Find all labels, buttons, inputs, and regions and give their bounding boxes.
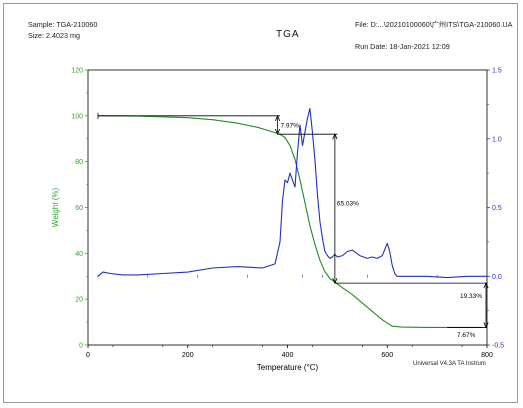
weight-curve [98,115,482,328]
y-right-tick-label: -0.5 [492,343,504,350]
step1-arrow-arrowhead [274,128,281,136]
step2-arrow-arrowhead-start [332,133,338,140]
x-axis-label: Temperature (°C) [257,363,319,372]
residue-label: 7.67% [457,332,476,339]
y-left-tick-label: 120 [71,68,83,75]
x-tick-label: 200 [182,352,194,359]
x-tick-label: 0 [86,352,90,359]
derivative-curve [97,107,487,279]
step3-arrow-arrowhead-start [483,282,489,289]
file-path-label: File: D:...\20210100060\广州ITS\TGA-210060… [355,20,513,29]
run-date-label: Run Date: 18-Jan-2021 12:09 [355,42,450,51]
x-tick-label: 400 [282,352,294,359]
size-label: Size: 2.4023 mg [28,31,80,40]
step1-arrow-arrowhead-start [274,114,281,121]
y-right-tick-label: 1.5 [492,68,502,75]
y-right-tick-label: 1.0 [492,136,502,143]
step3-label: 19.33% [460,293,482,300]
step1-label: 7.97% [281,123,300,130]
step2-arrow-arrowhead [332,277,338,285]
x-tick-label: 800 [481,352,493,359]
y-left-tick-label: 20 [75,297,83,304]
y-right-tick-label: 0.0 [492,274,502,281]
y-left-tick-label: 40 [75,251,83,258]
y-left-tick-label: 100 [71,113,83,120]
y-left-axis-label: Weight (%) [51,187,60,227]
y-left-tick-label: 0 [79,343,83,350]
instrument-footer: Universal V4.3A TA Instrum [413,361,486,367]
step2-label: 65.03% [337,200,359,207]
y-right-tick-label: 0.5 [492,205,502,212]
y-left-tick-label: 80 [75,159,83,166]
y-left-tick-label: 60 [75,205,83,212]
x-tick-label: 600 [381,352,393,359]
chart-title: TGA [276,29,300,40]
sample-label: Sample: TGA-210060 [28,20,98,29]
plot-area-border [87,69,488,346]
